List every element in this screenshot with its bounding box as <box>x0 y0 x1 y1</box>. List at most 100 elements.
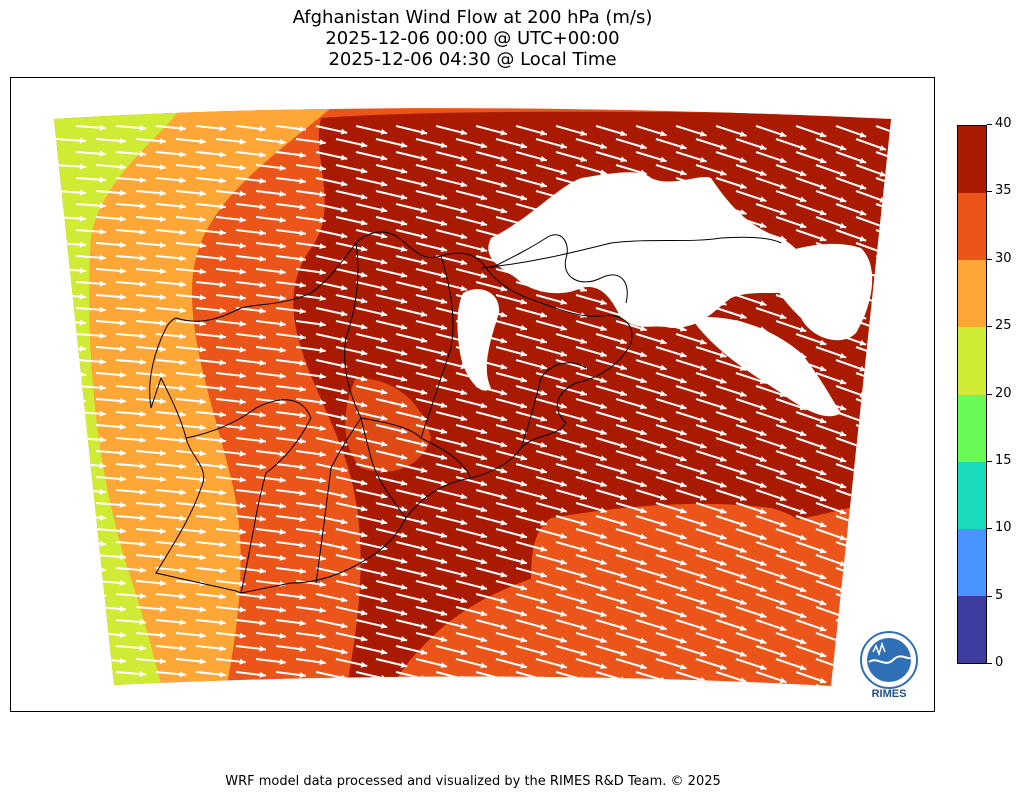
wind-arrow-head <box>879 586 887 593</box>
wind-arrow-head <box>819 547 827 554</box>
wind-arrow-head <box>279 502 286 509</box>
wind-arrow-head <box>759 248 767 254</box>
wind-arrow-head <box>560 533 567 539</box>
wind-arrow-head <box>660 468 667 475</box>
wind-arrow-head <box>879 144 887 151</box>
wind-arrow-head <box>440 506 448 513</box>
wind-arrow-head <box>739 157 747 163</box>
wind-arrow <box>215 684 246 686</box>
colorbar-tick-label: 0 <box>995 655 1004 670</box>
wind-arrow-head <box>779 131 787 138</box>
wind-arrow <box>55 580 87 584</box>
wind-arrow-head <box>480 376 487 383</box>
wind-arrow-head <box>759 144 767 150</box>
wind-arrow-head <box>560 559 567 565</box>
wind-arrow-head <box>380 388 388 395</box>
wind-arrow-head <box>899 210 906 216</box>
wind-arrow-head <box>759 560 767 566</box>
internal-boundary-4 <box>315 417 362 584</box>
wind-arrow-head <box>560 299 567 305</box>
wind-arrow <box>75 671 106 676</box>
wind-arrow-head <box>219 307 226 314</box>
wind-arrow-head <box>839 482 847 489</box>
wind-arrow-head <box>179 437 186 444</box>
wind-arrow <box>495 684 528 686</box>
wind-arrow-head <box>460 519 468 526</box>
wind-arrow-head <box>679 663 687 670</box>
wind-arrow-head <box>400 402 408 408</box>
wind-arrow-head <box>259 125 266 132</box>
wind-arrow-head <box>560 169 567 175</box>
colorbar-tick-label: 20 <box>995 385 1012 401</box>
wind-arrow-head <box>219 515 226 522</box>
wind-arrow-head <box>840 691 847 697</box>
wind-arrow-head <box>319 581 326 588</box>
wind-arrow-head <box>719 170 727 176</box>
wind-arrow-head <box>640 273 647 280</box>
wind-arrow-head <box>620 650 627 657</box>
wind-arrow-head <box>460 181 468 188</box>
wind-arrow-head <box>640 455 647 462</box>
wind-arrow-head <box>420 207 428 214</box>
wind-arrow-head <box>420 467 428 474</box>
wind-arrow <box>815 684 847 686</box>
wind-arrow-head <box>500 363 507 370</box>
wind-arrow <box>95 684 126 686</box>
wind-arrow-head <box>679 585 687 592</box>
wind-arrow-head <box>759 378 767 384</box>
wind-arrow-head <box>799 248 807 255</box>
wind-arrow-head <box>99 254 106 261</box>
wind-arrow-head <box>819 391 827 398</box>
wind-arrow-head <box>400 220 408 226</box>
wind-arrow-head <box>239 242 246 249</box>
wind-arrow-head <box>560 247 567 253</box>
wind-arrow-head <box>719 404 727 410</box>
wind-arrow-head <box>779 157 787 164</box>
wind-arrow-head <box>739 391 747 397</box>
wind-arrow-head <box>400 324 408 330</box>
wind-arrow-head <box>600 429 607 436</box>
wind-arrow-head <box>79 163 86 170</box>
wind-arrow-head <box>299 672 306 679</box>
wind-arrow-head <box>299 178 306 185</box>
wind-arrow-head <box>259 541 266 548</box>
wind-arrow-head <box>879 560 887 567</box>
wind-arrow-head <box>859 313 867 320</box>
wind-arrow-head <box>139 671 146 677</box>
wind-arrow-head <box>899 496 906 502</box>
wind-arrow-head <box>719 482 727 488</box>
wind-arrow-head <box>279 190 286 197</box>
wind-arrow-head <box>600 143 607 150</box>
wind-arrow-head <box>400 558 408 564</box>
wind-arrow-head <box>319 139 326 146</box>
wind-arrow-head <box>620 572 627 579</box>
colorbar <box>957 125 987 664</box>
wind-arrow-head <box>259 567 266 574</box>
wind-arrow-head <box>699 598 707 605</box>
wind-arrow <box>875 515 891 528</box>
wind-arrow-head <box>819 235 827 242</box>
wind-arrow-head <box>99 176 106 183</box>
wind-arrow-head <box>879 274 887 281</box>
wind-arrow-head <box>420 545 428 552</box>
wind-arrow-head <box>779 443 787 450</box>
wind-arrow-head <box>759 170 767 176</box>
wind-arrow-head <box>259 515 266 522</box>
wind-arrow-head <box>839 352 847 359</box>
wind-arrow-head <box>520 272 527 279</box>
wind-arrow-head <box>799 222 807 229</box>
wind-arrow-head <box>739 209 747 215</box>
wind-arrow <box>55 450 87 454</box>
wind-arrow-head <box>640 690 647 696</box>
wind-arrow-head <box>819 183 827 190</box>
wind-arrow-head <box>199 138 206 145</box>
wind-arrow-head <box>480 350 487 357</box>
wind-arrow-head <box>139 385 146 391</box>
wind-arrow-head <box>179 645 186 652</box>
wind-arrow-head <box>440 376 448 383</box>
wind-arrow-head <box>79 371 86 378</box>
wind-arrow-head <box>640 611 647 618</box>
wind-arrow <box>735 684 767 686</box>
wind-arrow-head <box>799 534 807 541</box>
wind-arrow-head <box>139 437 146 443</box>
